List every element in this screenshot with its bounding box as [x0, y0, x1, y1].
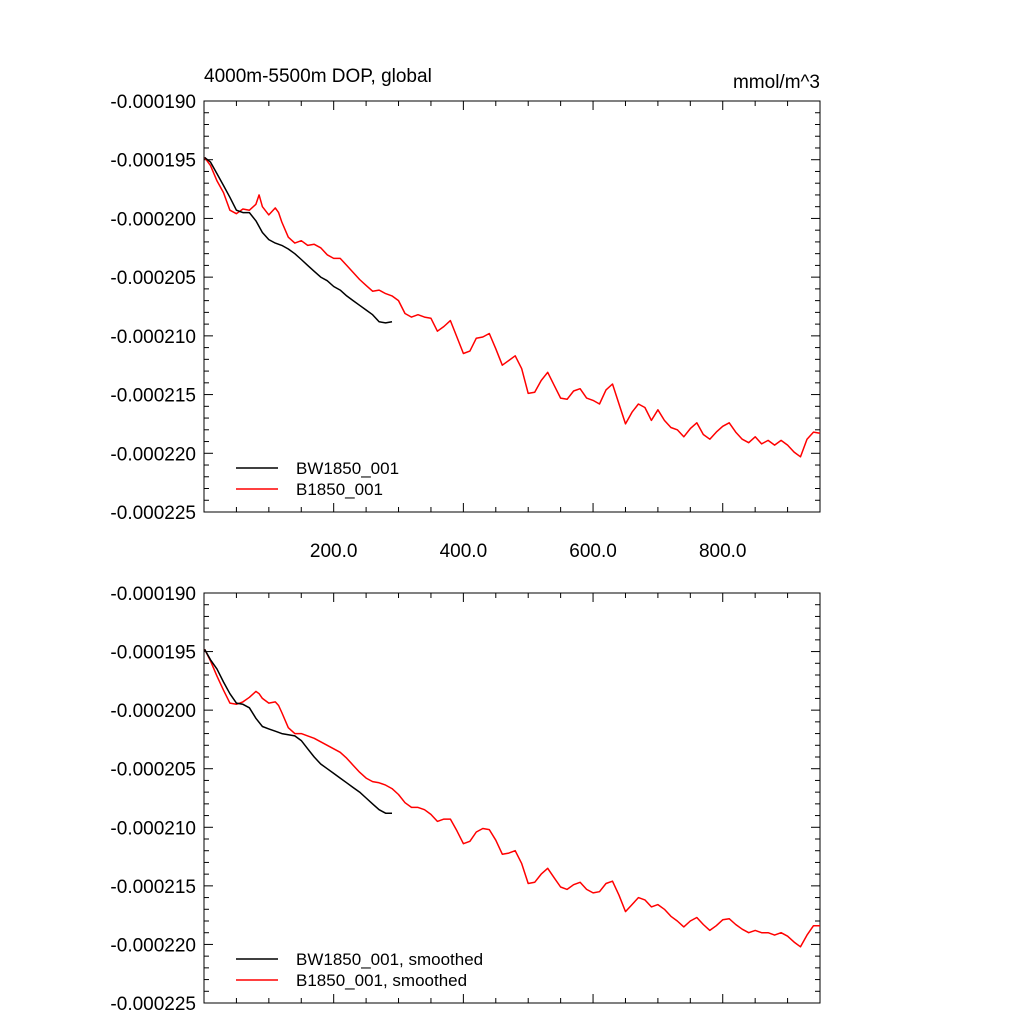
- y-tick-label: -0.000215: [110, 877, 196, 898]
- y-tick-label: -0.000200: [110, 209, 196, 230]
- y-tick-label: -0.000225: [110, 994, 196, 1015]
- plot-frame: [203, 100, 821, 513]
- legend-label: BW1850_001: [296, 459, 399, 478]
- x-tick-label: 400.0: [440, 541, 488, 562]
- y-tick-label: -0.000225: [110, 503, 196, 524]
- series-line: [204, 156, 393, 324]
- plot-frame: [203, 592, 821, 1004]
- y-tick-label: -0.000220: [110, 935, 196, 956]
- legend-label: B1850_001, smoothed: [296, 971, 467, 990]
- y-tick-label: -0.000210: [110, 818, 196, 839]
- units-label: mmol/m^3: [733, 72, 820, 93]
- chart-title: 4000m-5500m DOP, global: [204, 66, 432, 87]
- x-tick-label: 600.0: [569, 541, 617, 562]
- y-tick-label: -0.000200: [110, 701, 196, 722]
- y-tick-label: -0.000190: [110, 92, 196, 113]
- y-tick-label: -0.000205: [110, 760, 196, 781]
- y-tick-label: -0.000195: [110, 151, 196, 172]
- bottom-panel: -0.000190 -0.000195 -0.000200 -0.000205 -0.0…: [110, 584, 821, 1015]
- series-line: [203, 156, 821, 458]
- y-tick-label: -0.000215: [110, 386, 196, 407]
- x-tick-label: 200.0: [310, 541, 358, 562]
- series-line: [203, 648, 392, 814]
- y-tick-label: -0.000190: [110, 584, 196, 605]
- top-panel: -0.000190 -0.000195 -0.000200 -0.000205 -0.0…: [110, 92, 821, 562]
- legend-label: BW1850_001, smoothed: [296, 950, 483, 969]
- x-tick-label: 800.0: [699, 541, 747, 562]
- series-line: [203, 648, 820, 948]
- y-tick-label: -0.000210: [110, 327, 196, 348]
- legend-label: B1850_001: [296, 480, 383, 499]
- y-tick-label: -0.000205: [110, 268, 196, 289]
- y-tick-label: -0.000195: [110, 643, 196, 664]
- y-tick-label: -0.000220: [110, 444, 196, 465]
